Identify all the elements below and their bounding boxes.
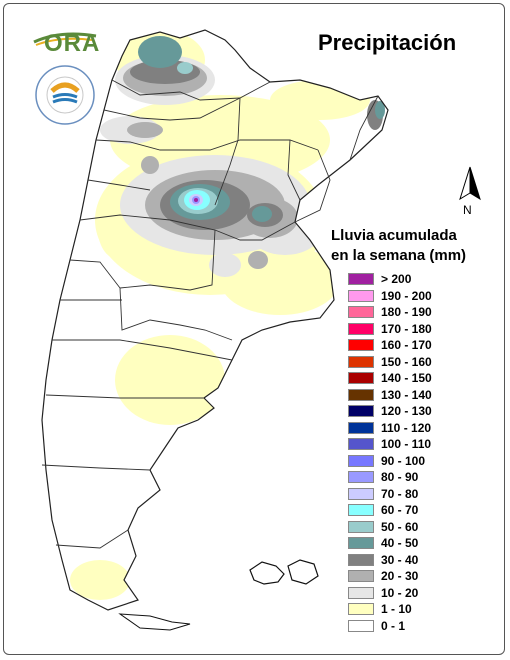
legend-swatch bbox=[348, 289, 374, 302]
legend-label: 190 - 200 bbox=[381, 288, 432, 303]
north-arrow-icon bbox=[459, 166, 481, 201]
legend-label: 160 - 170 bbox=[381, 338, 432, 352]
legend-swatch bbox=[348, 603, 374, 615]
legend-swatch bbox=[348, 388, 374, 401]
map-title: Precipitación bbox=[318, 30, 457, 55]
legend-label: 150 - 160 bbox=[381, 354, 432, 369]
legend-label: 90 - 100 bbox=[381, 453, 426, 468]
legend-label: 30 - 40 bbox=[381, 552, 419, 567]
legend-swatch bbox=[348, 421, 374, 434]
ora-logo-swoosh bbox=[33, 32, 97, 46]
legend-label: 80 - 90 bbox=[381, 470, 419, 484]
legend-label: 180 - 190 bbox=[381, 305, 432, 319]
legend-label: 170 - 180 bbox=[381, 321, 432, 336]
legend-swatch bbox=[348, 405, 374, 417]
legend-title: Lluvia acumulada en la semana (mm) bbox=[331, 226, 466, 266]
legend-label: 100 - 110 bbox=[381, 437, 432, 451]
legend-swatch bbox=[348, 273, 374, 285]
legend-swatch bbox=[348, 372, 374, 384]
legend-title-line1: Lluvia acumulada bbox=[331, 227, 457, 244]
province-boundaries bbox=[41, 79, 379, 549]
legend-label: 50 - 60 bbox=[381, 519, 419, 534]
legend-swatch bbox=[348, 438, 374, 450]
legend-swatch bbox=[348, 454, 374, 467]
legend-label: 10 - 20 bbox=[381, 585, 419, 600]
legend-label: 130 - 140 bbox=[381, 387, 432, 402]
legend-swatch bbox=[348, 619, 374, 632]
legend-swatch bbox=[348, 339, 374, 351]
legend-label: 60 - 70 bbox=[381, 503, 419, 517]
legend-swatch bbox=[348, 471, 374, 483]
legend-label: 1 - 10 bbox=[381, 602, 412, 616]
malvinas-islands bbox=[249, 559, 319, 585]
legend-swatch bbox=[348, 586, 374, 599]
legend-label: 110 - 120 bbox=[381, 420, 432, 435]
legend-label: 40 - 50 bbox=[381, 536, 419, 550]
legend-label: 70 - 80 bbox=[381, 486, 419, 501]
legend-swatch bbox=[348, 322, 374, 335]
ora-logo-text: ORA bbox=[44, 30, 101, 57]
legend-swatch bbox=[348, 570, 374, 582]
legend-swatch bbox=[348, 306, 374, 318]
legend-swatch bbox=[348, 487, 374, 500]
legend-label: 120 - 130 bbox=[381, 404, 432, 418]
legend-label: 140 - 150 bbox=[381, 371, 432, 385]
north-label: N bbox=[463, 203, 472, 217]
legend-swatch bbox=[348, 504, 374, 516]
legend-label: 20 - 30 bbox=[381, 569, 419, 583]
legend-label: 0 - 1 bbox=[381, 618, 406, 633]
legend-title-line2: en la semana (mm) bbox=[331, 247, 467, 264]
legend-swatch bbox=[348, 355, 374, 368]
legend-swatch bbox=[348, 537, 374, 549]
legend-swatch bbox=[348, 520, 374, 533]
legend-swatch bbox=[348, 553, 374, 566]
legend-label: > 200 bbox=[381, 272, 412, 286]
institution-seal-icon bbox=[35, 65, 95, 125]
